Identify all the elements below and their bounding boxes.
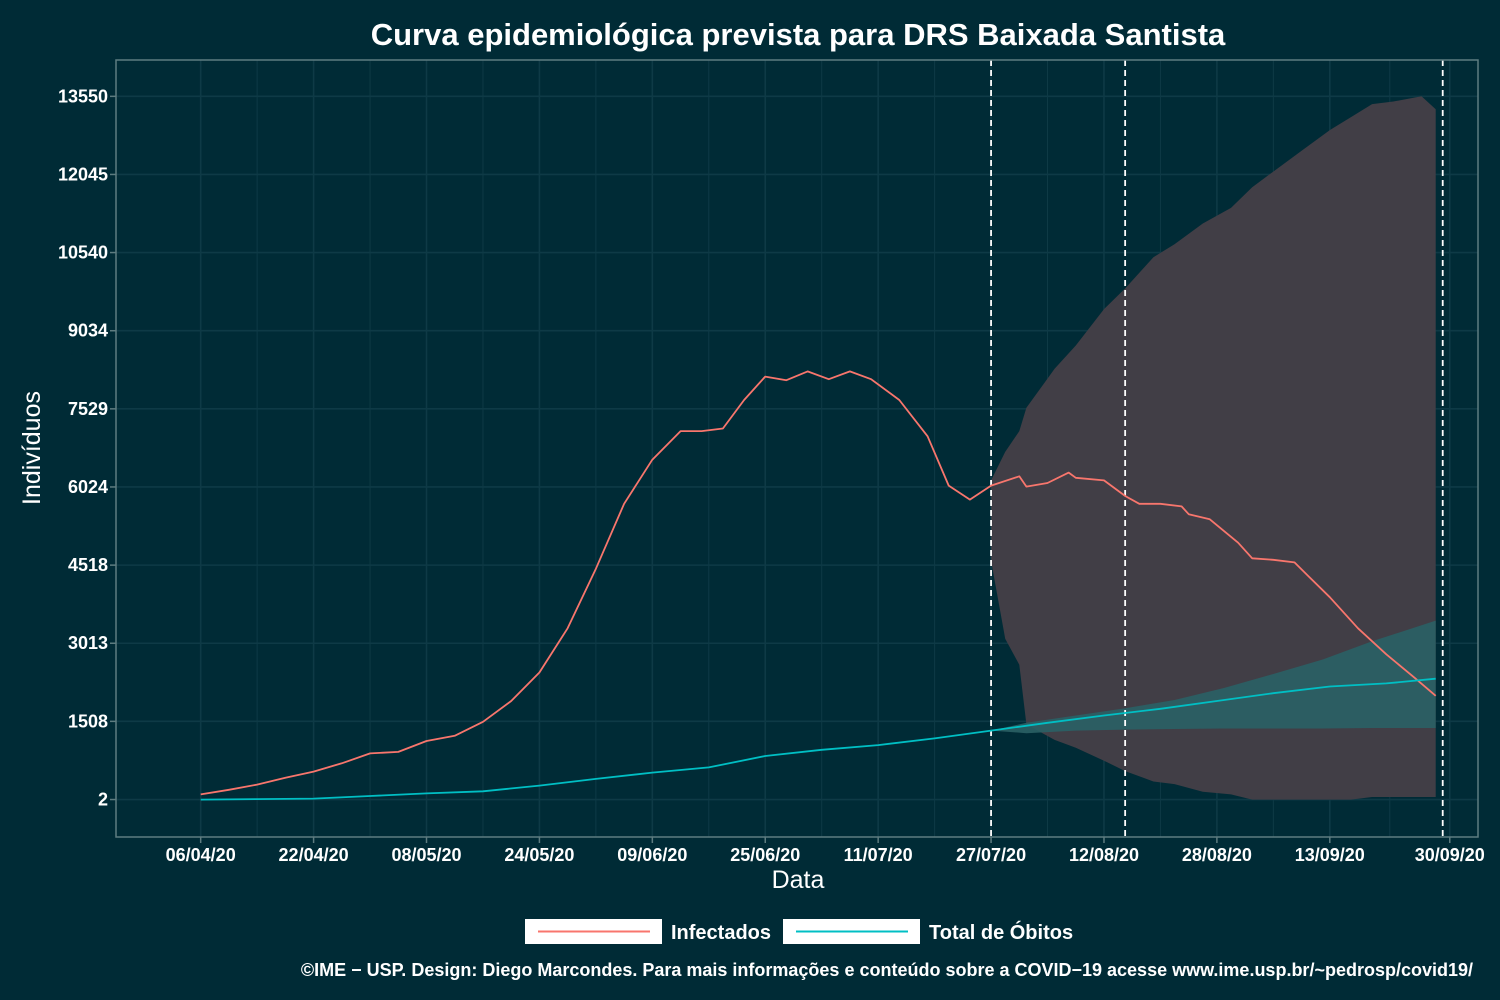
caption: ©IME − USP. Design: Diego Marcondes. Par…: [301, 960, 1473, 980]
legend-label-infectados: Infectados: [671, 922, 771, 944]
x-tick-label: 06/04/20: [166, 845, 236, 865]
y-tick-label: 2: [98, 790, 108, 810]
x-tick-label: 30/09/20: [1415, 845, 1485, 865]
y-tick-label: 10540: [58, 243, 108, 263]
x-axis-ticks: 06/04/20 22/04/20 08/05/20 24/05/20 09/06/20…: [166, 837, 1485, 865]
series-line-infectados: [200, 370, 1437, 796]
x-tick-label: 08/05/20: [391, 845, 461, 865]
y-tick-label: 9034: [68, 321, 108, 341]
x-tick-label: 13/09/20: [1295, 845, 1365, 865]
x-tick-label: 22/04/20: [279, 845, 349, 865]
y-axis-ticks: 2 1508 3013 4518 6024 7529 9034 10540 12045 13550: [58, 86, 116, 810]
plot-panel-border: [115, 59, 1479, 838]
legend-label-obitos: Total de Óbitos: [929, 920, 1073, 944]
x-tick-label: 24/05/20: [504, 845, 574, 865]
x-tick-label: 11/07/20: [844, 845, 913, 865]
series-line-obitos: [200, 677, 1436, 801]
x-axis-title: Data: [772, 866, 825, 894]
y-tick-label: 12045: [58, 164, 108, 184]
y-axis-title: Indivíduos: [18, 391, 46, 505]
y-tick-label: 7529: [68, 399, 108, 419]
x-tick-label: 12/08/20: [1069, 845, 1139, 865]
x-tick-label: 27/07/20: [956, 845, 1026, 865]
x-tick-label: 09/06/20: [617, 845, 687, 865]
chart-title: Curva epidemiológica prevista para DRS B…: [371, 17, 1226, 52]
y-tick-label: 3013: [68, 633, 108, 653]
y-tick-label: 13550: [58, 86, 108, 106]
y-tick-label: 1508: [68, 711, 108, 731]
x-tick-label: 28/08/20: [1182, 845, 1252, 865]
confidence-bands: [991, 96, 1436, 800]
y-tick-label: 6024: [68, 477, 108, 497]
band-obitos: [991, 620, 1436, 734]
legend: Infectados Total de Óbitos: [525, 919, 1073, 944]
series-lines: [200, 370, 1437, 801]
band-infectados: [991, 96, 1436, 800]
x-tick-label: 25/06/20: [730, 845, 800, 865]
y-tick-label: 4518: [68, 555, 108, 575]
